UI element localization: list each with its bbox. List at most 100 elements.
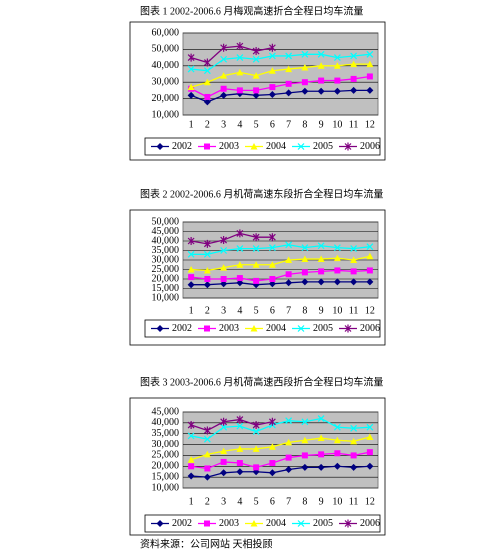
data-point: [333, 436, 341, 444]
data-point: [187, 266, 195, 273]
x-tick-label: 10: [332, 305, 342, 316]
data-point: [334, 77, 341, 84]
x-tick-label: 4: [237, 496, 242, 507]
data-point: [317, 278, 325, 286]
data-point: [333, 54, 341, 62]
data-point: [285, 279, 293, 287]
data-point: [318, 268, 325, 275]
legend-marker: [204, 520, 210, 527]
data-point: [236, 460, 243, 467]
x-tick-label: 3: [221, 119, 226, 130]
data-point: [220, 43, 228, 52]
data-point: [253, 277, 260, 284]
legend-marker: [156, 325, 164, 332]
legend-label: 2005: [313, 141, 333, 152]
data-point: [301, 452, 308, 459]
legend-label: 2002: [172, 323, 192, 334]
data-point: [252, 445, 260, 452]
data-point: [366, 243, 374, 251]
data-point: [187, 65, 195, 73]
series-line: [191, 244, 370, 255]
data-point: [366, 449, 373, 456]
data-point: [236, 275, 243, 282]
data-point: [366, 462, 374, 470]
data-point: [350, 52, 358, 60]
data-point: [220, 91, 228, 99]
data-point: [268, 52, 276, 60]
data-point: [285, 52, 293, 60]
y-tick-label: 40,000: [152, 235, 180, 246]
data-point: [236, 54, 244, 62]
data-point: [220, 264, 228, 271]
data-point: [317, 463, 325, 471]
series-line: [190, 436, 371, 461]
source-note: 资料来源：公司网站 天相投顾: [140, 537, 273, 550]
legend-label: 2002: [172, 141, 192, 152]
series-line: [191, 255, 371, 272]
x-tick-label: 8: [302, 119, 307, 130]
x-tick-label: 12: [365, 119, 375, 130]
x-tick-label: 2: [205, 119, 210, 130]
x-tick-label: 6: [270, 496, 275, 507]
data-point: [317, 50, 325, 58]
data-point: [318, 77, 325, 84]
data-point: [350, 452, 357, 459]
data-point: [236, 468, 244, 476]
data-point: [187, 281, 195, 289]
data-point: [203, 426, 211, 435]
data-point: [269, 460, 276, 467]
chart-title: 图表 2 2002-2006.6 月机荷高速东段折合全程日均车流量: [140, 187, 383, 200]
x-tick-label: 7: [286, 305, 291, 316]
data-point: [350, 75, 357, 82]
data-point: [366, 423, 374, 431]
data-point: [188, 274, 195, 281]
x-tick-label: 4: [237, 305, 242, 316]
x-tick-label: 11: [349, 119, 359, 130]
data-point: [333, 462, 341, 470]
x-tick-label: 3: [221, 496, 226, 507]
data-point: [236, 261, 244, 268]
data-point: [350, 437, 358, 445]
legend-marker: [156, 143, 164, 150]
data-point: [188, 463, 195, 470]
data-point: [236, 245, 244, 253]
series-line: [190, 45, 273, 64]
y-tick-label: 35,000: [152, 428, 180, 439]
x-tick-label: 9: [319, 119, 324, 130]
x-tick-label: 5: [254, 496, 259, 507]
x-tick-label: 12: [365, 496, 375, 507]
x-tick-label: 9: [319, 305, 324, 316]
data-point: [203, 250, 211, 258]
data-point: [285, 241, 293, 249]
x-tick-label: 11: [349, 496, 359, 507]
data-point: [203, 98, 211, 106]
data-point: [350, 245, 358, 253]
y-tick-label: 30,000: [152, 76, 180, 87]
y-tick-label: 30,000: [152, 254, 180, 265]
x-tick-label: 3: [221, 305, 226, 316]
data-point: [301, 244, 309, 252]
y-tick-label: 20,000: [152, 461, 180, 472]
legend-label: 2002: [172, 518, 192, 529]
data-point: [220, 469, 228, 477]
y-tick-label: 40,000: [152, 60, 180, 71]
data-point: [187, 91, 195, 99]
y-tick-label: 60,000: [152, 27, 180, 38]
data-point: [366, 50, 374, 58]
y-tick-label: 20,000: [152, 93, 180, 104]
data-point: [366, 252, 374, 260]
data-point: [301, 463, 309, 471]
data-point: [268, 469, 276, 477]
data-point: [301, 436, 309, 444]
y-tick-label: 15,000: [152, 283, 180, 294]
legend-marker: [204, 143, 210, 150]
data-point: [253, 87, 260, 94]
data-point: [350, 86, 358, 94]
data-point: [203, 67, 211, 75]
data-point: [203, 473, 211, 481]
data-point: [252, 245, 260, 253]
data-point: [204, 276, 211, 282]
y-tick-label: 10,000: [152, 292, 180, 303]
x-tick-label: 11: [349, 305, 359, 316]
x-tick-label: 1: [189, 305, 194, 316]
